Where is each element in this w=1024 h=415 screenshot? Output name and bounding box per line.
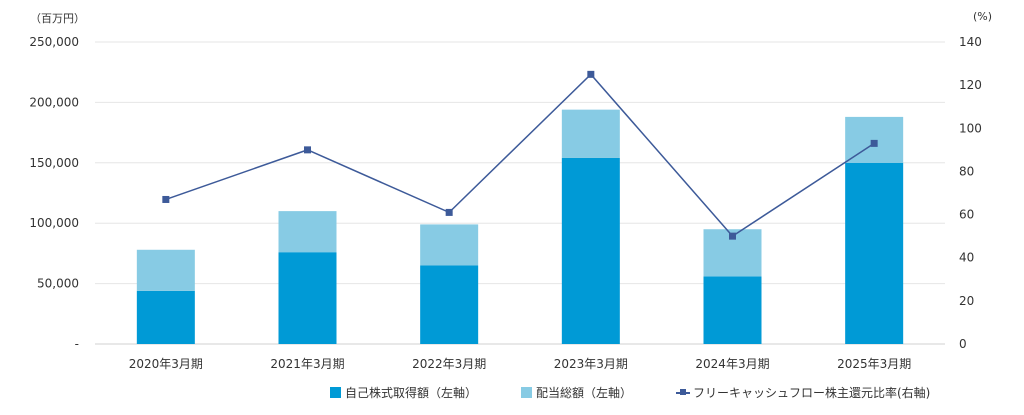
right-axis-unit: (%) (973, 10, 992, 23)
left-axis-unit: （百万円） (30, 12, 85, 25)
chart: （百万円） (%) - 50,000 100,000 150,000 200,000 25… (29, 10, 992, 371)
right-tick-label: 80 (959, 164, 974, 178)
bar-buyback (136, 290, 195, 344)
category-label: 2022年3月期 (412, 357, 486, 371)
category-label: 2025年3月期 (837, 357, 911, 371)
right-tick-label: 20 (959, 294, 974, 308)
bar-dividend (420, 224, 479, 266)
category-label: 2023年3月期 (554, 357, 628, 371)
ratio-marker (162, 195, 170, 203)
ratio-marker (587, 70, 595, 78)
legend-swatch-dividend (521, 387, 532, 398)
legend-swatch-buyback (330, 387, 341, 398)
bar-dividend (278, 211, 337, 253)
right-tick-label: 100 (959, 121, 982, 135)
legend-item-ratio: フリーキャッシュフロー株主還元比率(右軸) (676, 384, 930, 401)
right-tick-label: 140 (959, 35, 982, 49)
right-tick-label: 0 (959, 337, 967, 351)
ratio-marker (729, 232, 736, 240)
left-tick-label: 100,000 (29, 216, 79, 230)
right-tick-label: 60 (959, 208, 974, 222)
legend-item-dividend: 配当総額（左軸） (521, 384, 632, 401)
left-tick-label: 250,000 (29, 35, 79, 49)
left-axis-ticks: - 50,000 100,000 150,000 200,000 250,000 (29, 35, 79, 351)
bar-dividend (136, 249, 195, 291)
right-axis-ticks: 0 20 40 60 80 100 120 140 (959, 35, 982, 351)
bar-dividend (561, 109, 620, 158)
bar-buyback (278, 252, 337, 344)
category-label: 2024年3月期 (695, 357, 769, 371)
right-tick-label: 40 (959, 251, 974, 265)
legend-label-buyback: 自己株式取得額（左軸） (345, 386, 478, 400)
gridlines (95, 41, 945, 345)
bars (136, 109, 904, 344)
legend-label-dividend: 配当総額（左軸） (536, 386, 633, 400)
left-tick-label: 150,000 (29, 156, 79, 170)
ratio-line-path (165, 73, 875, 238)
legend-label-ratio: フリーキャッシュフロー株主還元比率(右軸) (693, 386, 931, 400)
left-tick-label: - (75, 337, 79, 351)
category-label: 2020年3月期 (129, 357, 203, 371)
bar-buyback (703, 276, 762, 344)
bar-buyback (845, 162, 904, 344)
bar-buyback (420, 265, 479, 344)
ratio-marker (445, 208, 453, 216)
category-label: 2021年3月期 (270, 357, 344, 371)
legend: 自己株式取得額（左軸） 配当総額（左軸） フリーキャッシュフロー株主還元比率(右… (0, 384, 1024, 404)
ratio-line (162, 70, 878, 240)
ratio-marker (870, 139, 878, 147)
legend-item-buyback: 自己株式取得額（左軸） (330, 384, 477, 401)
left-tick-label: 50,000 (37, 277, 79, 291)
ratio-marker (304, 146, 311, 154)
left-tick-label: 200,000 (29, 95, 79, 109)
legend-swatch-ratio (676, 387, 690, 398)
bar-buyback (561, 157, 620, 344)
category-labels: 2020年3月期 2021年3月期 2022年3月期 2023年3月期 2024年3月期… (129, 357, 912, 371)
right-tick-label: 120 (959, 78, 982, 92)
